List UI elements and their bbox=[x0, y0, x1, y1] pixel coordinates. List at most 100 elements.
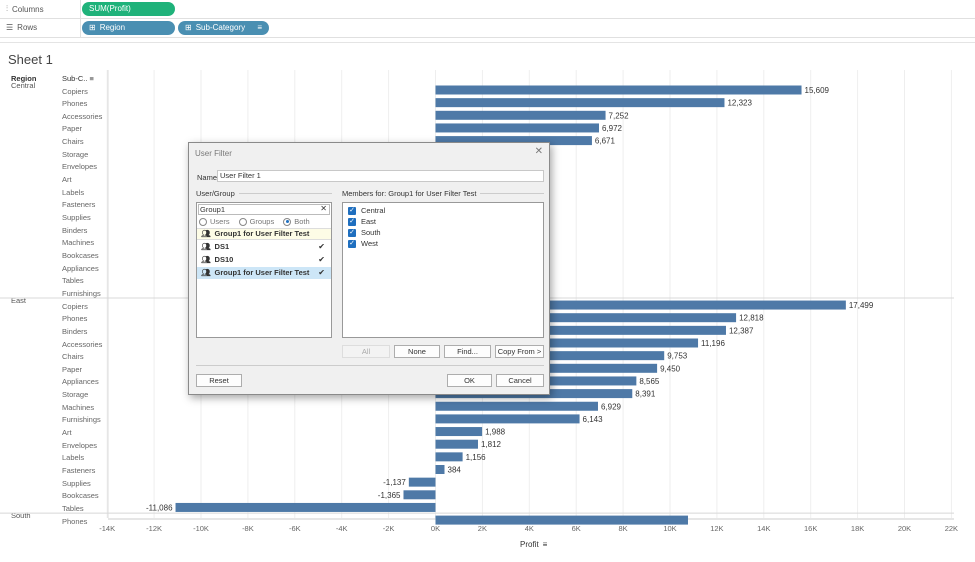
close-icon[interactable]: ✕ bbox=[534, 146, 543, 157]
subcategory-label[interactable]: Tables bbox=[62, 503, 84, 513]
subcategory-label[interactable]: Art bbox=[62, 428, 72, 438]
member-east[interactable]: ✓ East bbox=[348, 217, 376, 226]
cancel-button[interactable]: Cancel bbox=[496, 374, 544, 387]
subcategory-label[interactable]: Machines bbox=[62, 238, 95, 248]
subcategory-label[interactable]: Accessories bbox=[62, 111, 103, 121]
subcategory-label[interactable]: Storage bbox=[62, 149, 89, 159]
subcategory-label[interactable]: Supplies bbox=[62, 478, 91, 488]
checkbox-checked-icon[interactable]: ✓ bbox=[348, 217, 356, 226]
region-label[interactable]: Central bbox=[11, 80, 36, 90]
find-button[interactable]: Find... bbox=[444, 345, 491, 358]
copy-from-button[interactable]: Copy From > bbox=[495, 345, 544, 358]
subcategory-label[interactable]: Furnishings bbox=[62, 415, 101, 425]
x-tick-label: 6K bbox=[572, 524, 581, 533]
profit-bar[interactable] bbox=[435, 325, 726, 335]
profit-bar[interactable] bbox=[435, 414, 580, 424]
name-input[interactable]: User Filter 1 bbox=[217, 170, 544, 182]
bar-value-label: 12,323 bbox=[727, 99, 752, 108]
subcategory-label[interactable]: Paper bbox=[62, 124, 83, 134]
region-column-header[interactable]: Region bbox=[11, 74, 37, 83]
subcategory-label[interactable]: Copiers bbox=[62, 86, 88, 96]
profit-bar[interactable] bbox=[403, 490, 436, 500]
subcategory-label[interactable]: Tables bbox=[62, 276, 84, 286]
group-header-item[interactable]: 👥︎ Group1 for User Filter Test bbox=[197, 228, 331, 240]
subcategory-label[interactable]: Bookcases bbox=[62, 250, 99, 260]
profit-bar[interactable] bbox=[435, 439, 478, 449]
reset-button[interactable]: Reset bbox=[196, 374, 242, 387]
profit-bar[interactable] bbox=[435, 515, 688, 525]
checkbox-checked-icon[interactable]: ✓ bbox=[348, 239, 356, 248]
subcategory-label[interactable]: Appliances bbox=[62, 263, 99, 273]
region-pill[interactable]: ⊞ Region bbox=[82, 21, 175, 35]
subcategory-label[interactable]: Accessories bbox=[62, 339, 103, 349]
subcategory-label[interactable]: Envelopes bbox=[62, 440, 98, 450]
subcategory-label[interactable]: Supplies bbox=[62, 213, 91, 222]
subcategory-label[interactable]: Labels bbox=[62, 453, 85, 463]
clear-search-icon[interactable]: ✕ bbox=[320, 204, 327, 213]
member-south[interactable]: ✓ South bbox=[348, 228, 381, 237]
search-input[interactable]: Group1 ✕ bbox=[198, 204, 330, 215]
subcategory-pill[interactable]: ⊞ Sub-Category ≡ bbox=[178, 21, 269, 35]
subcategory-label[interactable]: Phones bbox=[62, 516, 88, 526]
region-label[interactable]: East bbox=[11, 295, 27, 305]
all-button[interactable]: All bbox=[342, 345, 390, 358]
profit-bar[interactable] bbox=[435, 427, 483, 437]
subcategory-label[interactable]: Paper bbox=[62, 364, 83, 374]
subcategory-label[interactable]: Fasteners bbox=[62, 200, 96, 210]
profit-bar[interactable] bbox=[435, 85, 802, 95]
profit-bar[interactable] bbox=[435, 123, 599, 133]
subcategory-label[interactable]: Labels bbox=[62, 187, 85, 197]
subcategory-label[interactable]: Furnishings bbox=[62, 288, 101, 298]
subcategory-label[interactable]: Phones bbox=[62, 314, 88, 324]
profit-pill[interactable]: SUM(Profit) bbox=[82, 2, 175, 16]
profit-bar[interactable] bbox=[435, 110, 606, 120]
profit-bar[interactable] bbox=[408, 477, 436, 487]
list-item-label: Group1 for User Filter Test bbox=[214, 268, 310, 277]
subcategory-label[interactable]: Fasteners bbox=[62, 466, 96, 475]
checkbox-checked-icon[interactable]: ✓ bbox=[348, 206, 356, 215]
subcategory-label[interactable]: Binders bbox=[62, 225, 88, 235]
x-tick-label: 8K bbox=[619, 524, 628, 533]
region-label[interactable]: South bbox=[11, 510, 31, 520]
members-title: Members for: Group1 for User Filter Test bbox=[342, 189, 477, 198]
profit-bar[interactable] bbox=[435, 98, 725, 108]
subcategory-label[interactable]: Binders bbox=[62, 326, 88, 336]
profit-bar[interactable] bbox=[435, 313, 737, 323]
profit-bar[interactable] bbox=[435, 401, 598, 411]
x-tick-label: -6K bbox=[289, 524, 301, 533]
list-item-group1[interactable]: 👥︎ Group1 for User Filter Test ✔ bbox=[197, 267, 331, 279]
checkbox-checked-icon[interactable]: ✓ bbox=[348, 228, 356, 237]
subcategory-label[interactable]: Bookcases bbox=[62, 491, 99, 501]
member-west[interactable]: ✓ West bbox=[348, 239, 378, 248]
subcategory-label[interactable]: Chairs bbox=[62, 352, 84, 362]
list-item-ds1[interactable]: 👥︎ DS1 ✔ bbox=[197, 241, 331, 253]
subcategory-label[interactable]: Chairs bbox=[62, 137, 84, 147]
subcategory-column-header[interactable]: Sub-C.. ≡ bbox=[62, 74, 94, 83]
ok-button[interactable]: OK bbox=[447, 374, 492, 387]
profit-bar[interactable] bbox=[435, 452, 463, 462]
none-button[interactable]: None bbox=[394, 345, 440, 358]
subcategory-label[interactable]: Phones bbox=[62, 99, 88, 109]
subcategory-label[interactable]: Art bbox=[62, 175, 72, 185]
profit-bar[interactable] bbox=[175, 502, 436, 512]
subcategory-label[interactable]: Storage bbox=[62, 390, 89, 400]
profit-bar[interactable] bbox=[435, 338, 699, 348]
x-tick-label: 0K bbox=[431, 524, 440, 533]
member-central[interactable]: ✓ Central bbox=[348, 206, 385, 215]
profit-bar[interactable] bbox=[435, 300, 846, 310]
subcategory-label[interactable]: Copiers bbox=[62, 301, 88, 311]
subcategory-label[interactable]: Appliances bbox=[62, 377, 99, 387]
axis-title-label: Profit bbox=[520, 540, 539, 549]
radio-both[interactable]: Both bbox=[283, 217, 310, 226]
list-item-label: DS10 bbox=[214, 255, 234, 264]
list-item-ds10[interactable]: 👥︎ DS10 ✔ bbox=[197, 254, 331, 266]
subcategory-label[interactable]: Machines bbox=[62, 402, 95, 412]
x-tick-label: 22K bbox=[945, 524, 958, 533]
subcategory-label[interactable]: Envelopes bbox=[62, 162, 98, 172]
radio-groups-label: Groups bbox=[249, 217, 275, 226]
subcategory-pill-label: Sub-Category bbox=[195, 23, 246, 32]
profit-bar[interactable] bbox=[435, 136, 592, 146]
radio-groups[interactable]: Groups bbox=[238, 217, 275, 226]
profit-bar[interactable] bbox=[435, 465, 445, 474]
radio-users[interactable]: Users bbox=[199, 217, 230, 226]
